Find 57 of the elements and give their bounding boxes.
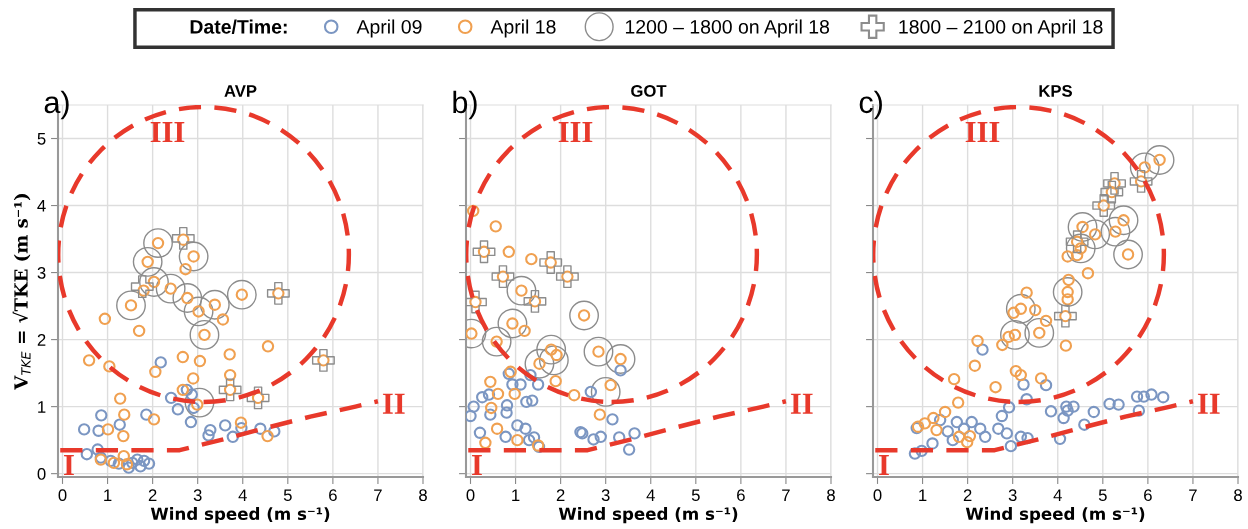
y-tick-label: 5 [37,133,46,145]
x-tick-label: 6 [737,489,745,502]
legend-label: 1800 – 2100 on April 18 [899,19,1103,38]
y-tick-label: 3 [37,266,46,279]
x-tick-label: 0 [58,489,67,502]
x-tick-label: 5 [1098,489,1107,502]
chart-title: AVP [224,85,257,97]
y-axis-title: V$_{TKE}$ = √TKE (m s⁻¹) [12,193,31,390]
x-tick-label: 1 [919,489,927,501]
annotation: I [64,455,74,476]
x-tick-label: 4 [1053,489,1062,501]
x-tick-label: 6 [329,489,337,502]
annotation: III [965,122,1000,143]
x-tick-label: 3 [193,489,202,502]
x-tick-label: 2 [556,489,565,501]
x-tick-label: 2 [148,489,157,501]
x-tick-label: 7 [374,489,382,501]
annotation: b) [453,90,477,120]
legend-label: 1200 – 1800 on April 18 [625,19,830,38]
x-tick-label: 3 [601,489,610,502]
annotation: II [790,393,813,414]
annotation: II [1197,393,1220,414]
annotation: a) [44,90,69,120]
y-tick-label: 1 [38,401,46,413]
x-tick-label: 4 [238,489,247,501]
y-tick-label: 2 [37,334,46,346]
x-tick-label: 1 [104,489,112,501]
x-tick-label: 0 [873,489,882,502]
x-tick-label: 8 [827,489,835,502]
annotation: I [879,455,889,476]
y-tick-label: 4 [37,200,46,212]
x-tick-label: 1 [512,489,520,501]
x-axis-title: Wind speed (m s⁻¹) [150,507,330,524]
x-tick-label: 0 [466,489,475,502]
x-tick-label: 4 [646,489,655,501]
x-axis-title: Wind speed (m s⁻¹) [965,507,1145,524]
x-tick-label: 6 [1144,489,1152,502]
x-tick-label: 5 [283,489,292,502]
annotation: c) [859,90,882,120]
legend-label: April 09 [356,19,422,38]
x-tick-label: 8 [1234,489,1242,502]
x-tick-label: 5 [691,489,700,502]
x-tick-label: 7 [1189,489,1197,501]
legend-title: Date/Time: [190,19,287,34]
x-axis-title: Wind speed (m s⁻¹) [558,507,738,524]
x-tick-label: 2 [963,489,972,501]
annotation: II [382,393,405,414]
y-tick-label: 0 [37,468,46,480]
x-tick-label: 3 [1008,489,1017,502]
x-tick-label: 8 [419,489,427,502]
legend-label: April 18 [490,19,556,38]
x-tick-label: 7 [782,489,790,501]
annotation: III [558,122,593,143]
annotation: I [472,455,482,476]
chart-title: GOT [631,85,667,97]
chart-title: KPS [1039,85,1072,97]
annotation: III [150,122,185,143]
